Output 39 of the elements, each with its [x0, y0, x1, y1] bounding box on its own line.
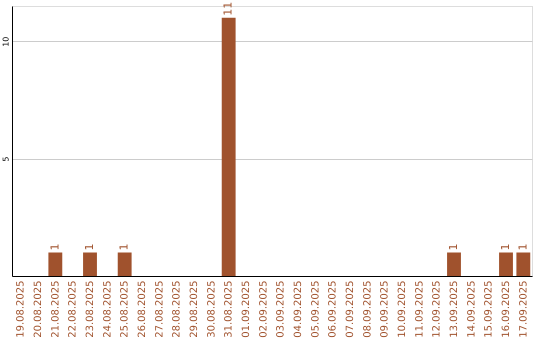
x-tick-label: 05.09.2025 [310, 280, 322, 338]
x-tick-label: 15.09.2025 [484, 280, 495, 338]
y-tick-label: 5 [2, 156, 10, 162]
x-tick-label: 10.09.2025 [397, 280, 408, 338]
x-tick-label: 24.08.2025 [102, 280, 114, 338]
data-label: 1 [118, 244, 131, 251]
data-label: 1 [499, 244, 512, 251]
x-tick-label: 06.09.2025 [328, 280, 339, 338]
x-tick-label: 20.08.2025 [33, 280, 44, 338]
x-tick-label: 11.09.2025 [414, 280, 426, 338]
data-label: 1 [83, 244, 96, 251]
x-tick-label: 28.08.2025 [172, 280, 183, 338]
x-tick-label: 09.09.2025 [380, 280, 391, 338]
x-tick-label: 22.08.2025 [68, 280, 79, 338]
data-label: 11 [222, 2, 235, 16]
x-tick-label: 01.09.2025 [241, 280, 252, 338]
data-label: 1 [516, 244, 530, 251]
x-tick-label: 08.09.2025 [362, 280, 374, 338]
x-tick-label: 14.09.2025 [466, 280, 478, 338]
x-tick-label: 17.09.2025 [518, 280, 530, 338]
x-tick-label: 26.08.2025 [137, 280, 148, 338]
y-tick-label: 10 [2, 36, 10, 47]
data-label: 1 [48, 244, 62, 251]
x-tick-label: 29.08.2025 [189, 280, 200, 338]
x-tick-label: 21.08.2025 [50, 280, 62, 338]
x-tick-label: 04.09.2025 [293, 280, 304, 338]
x-tick-label: 31.08.2025 [224, 280, 235, 338]
x-tick-label: 07.09.2025 [345, 280, 356, 338]
x-tick-label: 27.08.2025 [154, 280, 166, 338]
x-tick-label: 30.08.2025 [206, 280, 218, 338]
x-tick-label: 19.08.2025 [16, 280, 27, 338]
x-tick-label: 12.09.2025 [432, 280, 443, 338]
x-tick-label: 02.09.2025 [258, 280, 270, 338]
x-tick-label: 13.09.2025 [449, 280, 460, 338]
x-tick-label: 03.09.2025 [276, 280, 287, 338]
x-tick-label: 16.09.2025 [501, 280, 512, 338]
data-label: 1 [447, 244, 460, 251]
x-tick-label: 25.08.2025 [120, 280, 131, 338]
x-tick-label: 23.08.2025 [85, 280, 96, 338]
